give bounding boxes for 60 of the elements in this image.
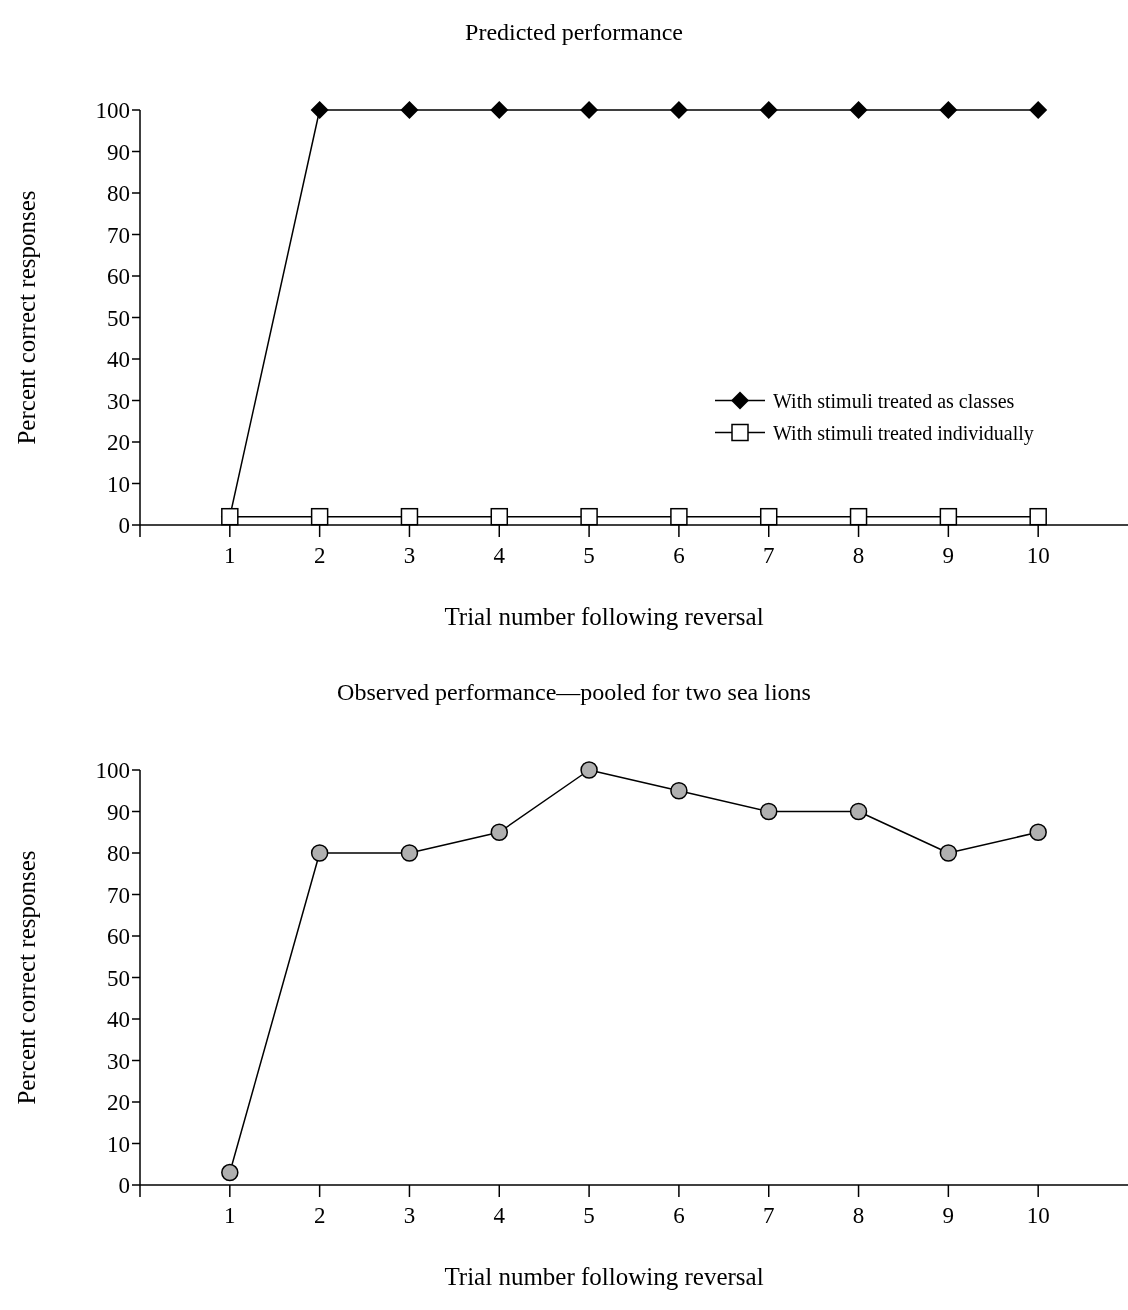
y-tick-label: 100 (95, 98, 130, 124)
x-tick-label: 9 (942, 543, 955, 568)
point (400, 844, 419, 862)
x-tick-label: 10 (1026, 543, 1050, 568)
legend-label: With stimuli treated individually (773, 421, 1034, 445)
point (221, 1163, 239, 1182)
y-tick-label: 0 (118, 513, 130, 539)
y-axis-title: Percent correct responses (13, 850, 40, 1105)
y-tick-label: 70 (107, 222, 130, 248)
x-tick-label: 10 (1026, 1203, 1050, 1228)
y-tick-label: 40 (107, 347, 130, 373)
x-tick-label: 6 (673, 543, 685, 568)
y-tick-label: 20 (107, 430, 130, 456)
y-tick-label: 60 (107, 924, 130, 950)
y-tick-label: 20 (107, 1090, 130, 1116)
y-tick-label: 50 (107, 305, 130, 331)
y-tick-label: 50 (107, 965, 130, 991)
x-axis-title: Trial number following reversal (444, 603, 764, 630)
chart-title: Observed performance—pooled for two sea lions (337, 679, 811, 705)
y-tick-label: 80 (107, 181, 130, 207)
point (670, 782, 688, 800)
x-tick-label: 6 (673, 1203, 685, 1228)
x-tick-label: 7 (762, 543, 775, 568)
y-tick-label: 30 (107, 1048, 130, 1074)
x-axis-title: Trial number following reversal (444, 1263, 764, 1290)
x-tick-label: 3 (403, 1203, 416, 1228)
y-tick-label: 90 (107, 799, 130, 825)
point (849, 802, 868, 821)
point (490, 823, 509, 841)
y-tick-label: 0 (118, 1173, 130, 1199)
y-tick-label: 100 (95, 758, 130, 784)
point (1029, 823, 1047, 841)
y-tick-label: 90 (107, 139, 130, 165)
point (939, 844, 958, 862)
x-tick-label: 2 (313, 543, 326, 568)
x-tick-label: 3 (403, 543, 416, 568)
x-tick-label: 5 (583, 1203, 595, 1228)
x-tick-label: 1 (224, 543, 236, 568)
point (759, 802, 778, 821)
y-tick-label: 40 (107, 1007, 130, 1033)
y-tick-label: 80 (107, 841, 130, 867)
y-tick-label: 10 (107, 1131, 130, 1157)
y-tick-label: 10 (107, 471, 130, 497)
x-tick-label: 5 (583, 543, 595, 568)
point (580, 761, 598, 779)
x-tick-label: 8 (852, 1203, 865, 1228)
x-tick-label: 4 (493, 543, 506, 568)
x-tick-label: 9 (942, 1203, 955, 1228)
x-tick-label: 1 (224, 1203, 236, 1228)
x-tick-label: 4 (493, 1203, 506, 1228)
y-tick-label: 70 (107, 882, 130, 908)
point (310, 844, 329, 862)
y-axis-title: Percent correct responses (13, 190, 40, 445)
x-tick-label: 8 (852, 543, 865, 568)
x-tick-label: 2 (313, 1203, 326, 1228)
chart-title: Predicted performance (465, 19, 683, 45)
x-tick-label: 7 (762, 1203, 775, 1228)
legend-label: With stimuli treated as classes (773, 389, 1015, 412)
y-tick-label: 30 (107, 388, 130, 414)
y-tick-label: 60 (107, 264, 130, 290)
